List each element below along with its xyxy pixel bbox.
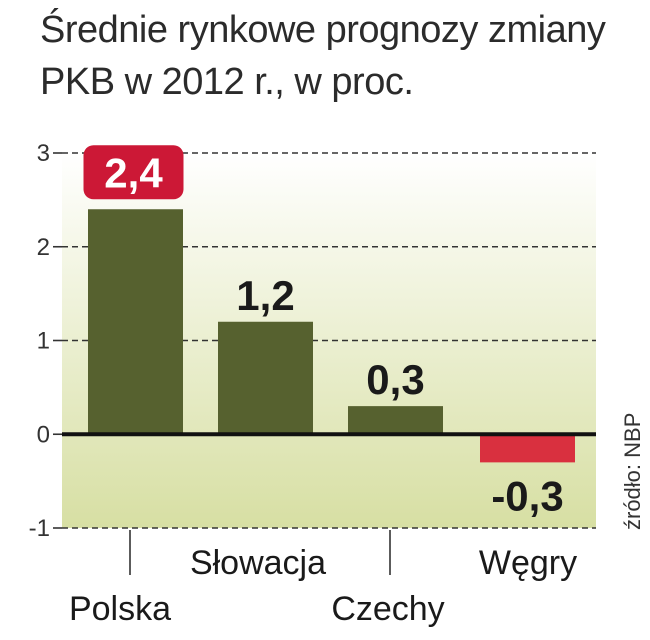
bar-słowacja xyxy=(218,321,313,435)
category-label: Słowacja xyxy=(190,544,326,582)
bar-czechy xyxy=(348,406,443,435)
data-label: 1,2 xyxy=(236,272,294,319)
source-note: źródło: NBP xyxy=(620,413,645,530)
data-label-badge xyxy=(83,145,184,200)
y-tick-label: 2 xyxy=(37,234,50,261)
data-label: 2,4 xyxy=(104,149,163,196)
bar-polska xyxy=(88,209,183,435)
y-tick-label: 1 xyxy=(37,328,50,355)
category-label: Polska xyxy=(69,590,171,628)
category-label: Węgry xyxy=(479,544,577,582)
y-tick-label: -1 xyxy=(29,515,50,542)
chart-title-line-1: Średnie rynkowe prognozy zmiany xyxy=(40,9,606,51)
y-tick-label: 3 xyxy=(37,140,50,167)
bar-węgry xyxy=(480,434,575,463)
data-label: -0,3 xyxy=(491,472,563,519)
chart-title: Średnie rynkowe prognozy zmiany PKB w 20… xyxy=(40,4,640,108)
data-label: 0,3 xyxy=(366,356,424,403)
category-label: Czechy xyxy=(331,590,444,628)
y-tick-label: 0 xyxy=(37,421,50,448)
chart-title-line-2: PKB w 2012 r., w proc. xyxy=(40,61,414,103)
